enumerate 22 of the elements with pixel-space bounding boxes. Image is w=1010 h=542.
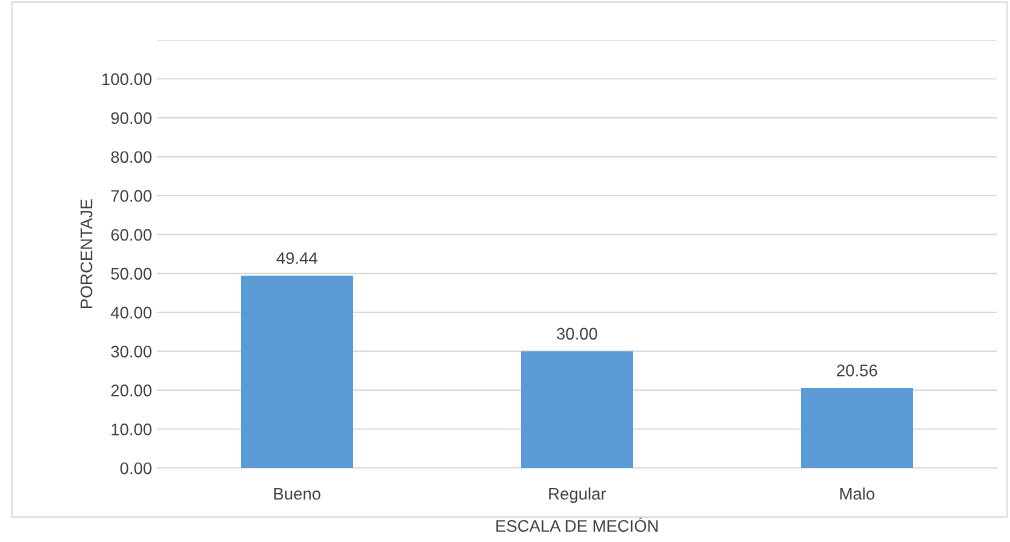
- y-tick-label: 0.00: [120, 462, 152, 475]
- data-label: 30.00: [556, 327, 598, 340]
- x-tick-label: Regular: [549, 487, 606, 503]
- x-axis-title: ESCALA DE MECIÓN: [496, 517, 658, 532]
- y-tick-label: 30.00: [111, 345, 152, 358]
- y-tick-label: 70.00: [111, 190, 152, 202]
- y-tick-label: 100.00: [102, 73, 152, 86]
- bar: [801, 388, 913, 468]
- bar: [521, 351, 633, 468]
- y-tick-label: 60.00: [111, 228, 152, 241]
- y-tick-label: 10.00: [111, 423, 152, 436]
- y-tick-label: 50.00: [111, 267, 152, 280]
- y-tick-label: 20.00: [111, 384, 152, 397]
- data-label: 20.56: [836, 364, 878, 377]
- y-tick-label: 40.00: [110, 306, 152, 319]
- data-label: 49.44: [276, 252, 318, 265]
- y-axis-title: PORCENTAJE: [80, 199, 93, 309]
- y-tick-label: 90.00: [111, 112, 152, 125]
- bar: [241, 275, 353, 468]
- x-tick-label: Malo: [840, 487, 875, 500]
- x-tick-label: Bueno: [274, 488, 321, 500]
- y-tick-label: 80.00: [111, 151, 152, 163]
